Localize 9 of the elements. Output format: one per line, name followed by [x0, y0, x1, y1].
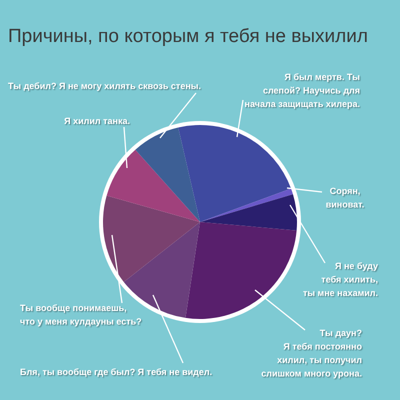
slice-label: Я был мертв. Ты слепой? Научись для начала защищать хилера.	[244, 72, 360, 109]
slice-label: Я хилил танка.	[64, 116, 130, 126]
slice-label: Ты вообще понимаешь, что у меня кулдауны есть?	[20, 303, 142, 326]
slice-label: Бля, ты вообще где был? Я тебя не видел.	[20, 367, 212, 377]
slice-label: Сорян, виноват.	[326, 186, 364, 210]
slice-label: Ты дебил? Я не могу хилять сквозь стены.	[8, 81, 201, 91]
chart-title: Причины, по которым я тебя не выхилил	[8, 26, 368, 47]
slice-label: Я не буду тебя хилить, ты мне нахамил.	[302, 261, 378, 298]
slice-label: Ты даун? Я тебя постоянно хилил, ты получил слишком много урона.	[261, 328, 362, 378]
